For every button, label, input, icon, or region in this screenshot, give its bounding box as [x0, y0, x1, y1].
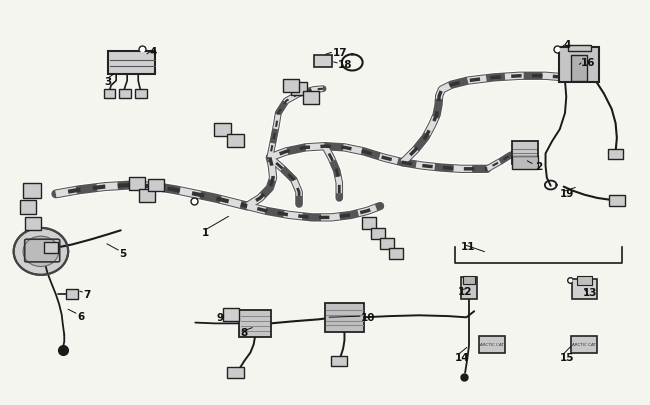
Bar: [389, 249, 404, 260]
Bar: [135, 90, 147, 99]
Bar: [148, 179, 164, 192]
Text: 4: 4: [564, 40, 571, 50]
Text: ARCTIC CAT: ARCTIC CAT: [573, 343, 597, 347]
FancyBboxPatch shape: [325, 303, 364, 332]
Text: 9: 9: [216, 313, 224, 322]
Bar: [371, 228, 385, 240]
Bar: [303, 92, 319, 105]
Text: 1: 1: [202, 228, 209, 238]
FancyBboxPatch shape: [559, 48, 599, 83]
Bar: [23, 183, 41, 199]
Text: 3: 3: [105, 77, 112, 86]
Bar: [362, 218, 376, 229]
Text: 6: 6: [77, 311, 84, 321]
Bar: [120, 90, 131, 99]
FancyBboxPatch shape: [223, 308, 239, 321]
Text: 4: 4: [150, 47, 157, 58]
Bar: [104, 90, 116, 99]
Text: ARCTIC CAT: ARCTIC CAT: [480, 343, 504, 347]
Text: 17: 17: [333, 48, 347, 58]
Bar: [331, 356, 347, 366]
Bar: [44, 242, 58, 254]
Text: 16: 16: [581, 58, 595, 68]
FancyBboxPatch shape: [571, 55, 588, 82]
FancyBboxPatch shape: [109, 51, 155, 75]
FancyBboxPatch shape: [239, 310, 270, 337]
Bar: [283, 80, 300, 92]
FancyBboxPatch shape: [572, 279, 597, 299]
FancyBboxPatch shape: [512, 142, 538, 165]
Text: 11: 11: [462, 241, 476, 251]
Text: 14: 14: [455, 352, 469, 362]
Text: 2: 2: [535, 161, 542, 171]
Bar: [138, 190, 155, 203]
Bar: [608, 150, 623, 160]
Text: 18: 18: [338, 60, 352, 70]
Text: 10: 10: [361, 313, 375, 322]
Text: 8: 8: [240, 328, 248, 337]
FancyBboxPatch shape: [479, 336, 505, 353]
Text: 13: 13: [583, 287, 597, 297]
FancyBboxPatch shape: [577, 277, 592, 286]
Bar: [227, 367, 244, 379]
Ellipse shape: [14, 228, 68, 275]
Bar: [129, 178, 145, 191]
FancyBboxPatch shape: [512, 156, 538, 169]
Bar: [291, 83, 307, 96]
FancyBboxPatch shape: [314, 56, 332, 68]
FancyBboxPatch shape: [463, 276, 476, 284]
Bar: [20, 200, 36, 214]
FancyBboxPatch shape: [568, 46, 591, 52]
Ellipse shape: [23, 237, 58, 267]
FancyBboxPatch shape: [571, 336, 597, 353]
Text: 12: 12: [458, 286, 473, 296]
Bar: [66, 290, 78, 300]
Text: 7: 7: [84, 290, 91, 300]
Bar: [25, 217, 41, 230]
Bar: [227, 135, 244, 147]
Bar: [609, 196, 625, 207]
Text: 5: 5: [119, 248, 126, 258]
Bar: [380, 238, 395, 249]
Text: 19: 19: [560, 189, 574, 198]
FancyBboxPatch shape: [461, 277, 477, 299]
Text: 15: 15: [560, 352, 575, 362]
Bar: [214, 124, 231, 136]
